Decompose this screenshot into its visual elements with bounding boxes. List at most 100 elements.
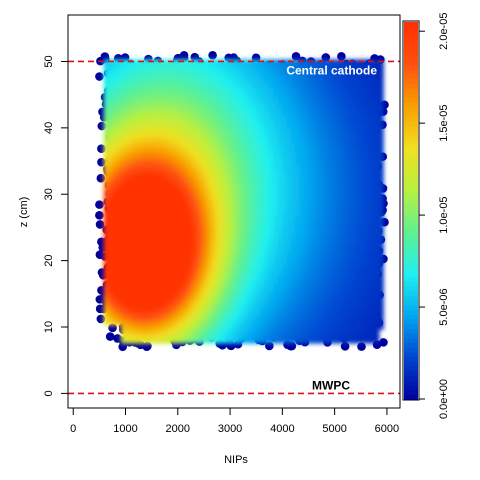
density-cell (317, 314, 323, 321)
density-cell (156, 328, 162, 335)
density-cell (312, 232, 319, 239)
density-cell (243, 292, 249, 298)
density-cell (138, 328, 145, 335)
density-cell (317, 77, 323, 84)
density-cell (142, 328, 149, 335)
x-axis: 0 1000 2000 3000 4000 5000 6000 (70, 407, 399, 435)
density-cell (112, 278, 118, 285)
density-cell (199, 260, 206, 266)
density-cell (330, 328, 336, 335)
density-cell (347, 159, 354, 166)
density-cell (182, 168, 188, 175)
density-cell (234, 59, 240, 66)
density-cell (125, 173, 132, 180)
density-cell (373, 296, 380, 303)
density-cell (347, 314, 354, 321)
density-cell (373, 118, 380, 125)
density-cell (151, 319, 158, 326)
density-cell (212, 205, 219, 212)
density-cell (138, 86, 145, 93)
density-cell (264, 86, 271, 93)
density-cell (260, 305, 267, 312)
density-cell (203, 155, 210, 162)
density-cell (203, 310, 210, 317)
density-cell (221, 132, 227, 139)
density-cell (103, 232, 110, 239)
density-cell (352, 292, 358, 298)
density-cell (347, 241, 354, 248)
density-cell (369, 155, 376, 162)
density-cell (199, 159, 206, 166)
density-cell (269, 127, 275, 134)
density-cell (173, 63, 179, 70)
density-cell (147, 114, 153, 120)
density-cell (360, 95, 367, 102)
density-cell (308, 310, 315, 317)
density-cell (217, 114, 223, 120)
density-cell (125, 292, 132, 298)
density-cell (208, 310, 214, 317)
density-cell (334, 283, 341, 289)
density-cell (169, 314, 175, 321)
density-cell (160, 191, 166, 198)
density-cell (304, 173, 310, 180)
density-cell (173, 241, 179, 248)
y-tick-label: 30 (43, 188, 55, 200)
y-tick-label: 40 (43, 122, 55, 134)
density-cell (160, 68, 166, 75)
density-cell (291, 228, 297, 235)
density-cell (291, 63, 297, 70)
density-cell (325, 319, 332, 326)
density-cell (278, 283, 284, 289)
scatter-point (118, 342, 128, 352)
density-cell (186, 187, 193, 193)
density-cell (321, 273, 328, 280)
density-cell (317, 141, 323, 148)
density-cell (264, 255, 271, 262)
density-cell (169, 91, 175, 98)
density-cell (173, 164, 179, 171)
density-cell (169, 205, 175, 212)
density-cell (347, 287, 354, 294)
density-cell (208, 241, 214, 248)
density-cell (225, 95, 232, 102)
density-cell (373, 260, 380, 266)
density-cell (134, 141, 140, 148)
density-cell (147, 314, 153, 321)
density-cell (164, 337, 171, 344)
density-cell (260, 246, 267, 253)
density-cell (308, 333, 315, 339)
density-cell (286, 95, 293, 102)
density-cell (177, 292, 184, 298)
density-cell (378, 324, 384, 330)
density-cell (195, 333, 201, 339)
density-cell (186, 168, 193, 175)
density-cell (251, 168, 258, 175)
density-cell (212, 114, 219, 120)
density-cell (264, 109, 271, 116)
density-cell (251, 255, 258, 262)
density-cell (295, 68, 301, 75)
colorbar-band (404, 323, 418, 329)
density-cell (260, 155, 267, 162)
density-cell (282, 150, 288, 157)
density-cell (156, 155, 162, 162)
density-cell (369, 127, 376, 134)
density-cell (256, 278, 262, 285)
density-cell (142, 173, 149, 180)
density-cell (343, 314, 349, 321)
density-cell (295, 114, 301, 120)
density-cell (282, 278, 288, 285)
density-cell (352, 314, 358, 321)
density-cell (160, 232, 166, 239)
density-cell (334, 82, 341, 88)
density-cell (134, 232, 140, 239)
density-cell (247, 296, 254, 303)
density-cell (156, 191, 162, 198)
density-cell (160, 105, 166, 111)
density-cell (369, 73, 376, 79)
density-cell (195, 210, 201, 216)
density-cell (330, 100, 336, 107)
density-cell (125, 269, 132, 276)
density-cell (160, 269, 166, 276)
